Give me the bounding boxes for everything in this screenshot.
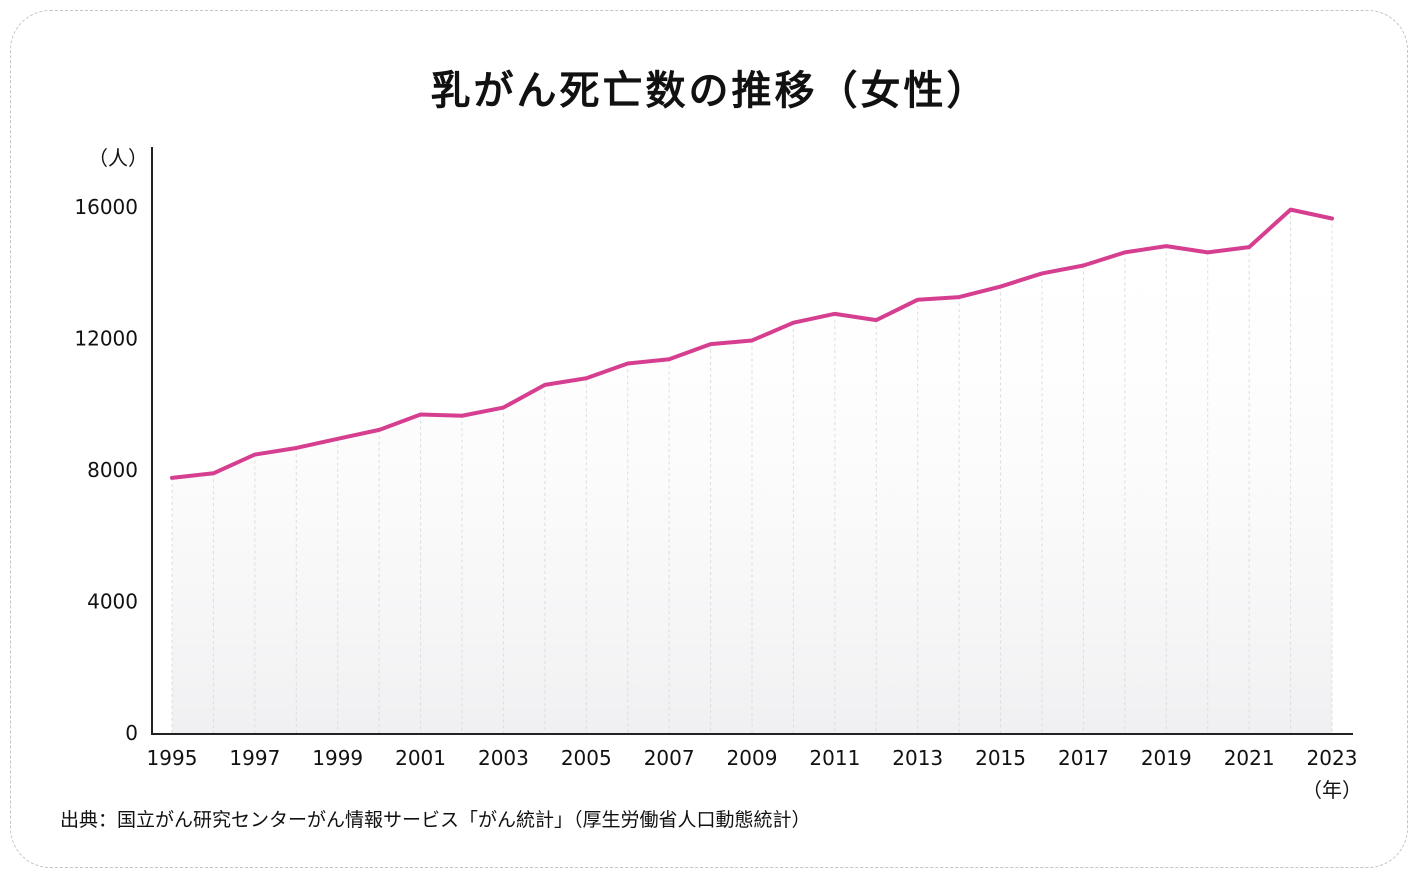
x-tick-label: 2021 [1224,746,1275,770]
x-axis-unit: （年） [1302,778,1362,802]
x-tick-label: 2011 [809,746,860,770]
x-tick-label: 1999 [312,746,363,770]
source-note: 出典：国立がん研究センターがん情報サービス「がん統計」（厚生労働省人口動態統計） [60,809,811,831]
series-line [170,207,1334,480]
y-tick-label: 4000 [87,590,138,614]
chart-card [10,10,1408,868]
y-tick-label: 16000 [74,195,138,219]
x-tick-label: 2005 [561,746,612,770]
y-tick-label: 8000 [87,458,138,482]
x-tick-label: 2023 [1307,746,1358,770]
x-tick-label: 2007 [644,746,695,770]
y-tick-label: 0 [125,721,138,745]
y-axis-unit: （人） [88,146,148,170]
x-tick-label: 2015 [975,746,1026,770]
x-tick-label: 2019 [1141,746,1192,770]
chart-title: 乳がん死亡数の推移（女性） [430,68,990,114]
y-tick-label: 12000 [74,327,138,351]
x-tick-label: 2013 [892,746,943,770]
x-tick-label: 1995 [147,746,198,770]
x-tick-label: 2003 [478,746,529,770]
x-tick-label: 1997 [229,746,280,770]
x-tick-label: 2001 [395,746,446,770]
x-tick-label: 2017 [1058,746,1109,770]
x-tick-label: 2009 [727,746,778,770]
